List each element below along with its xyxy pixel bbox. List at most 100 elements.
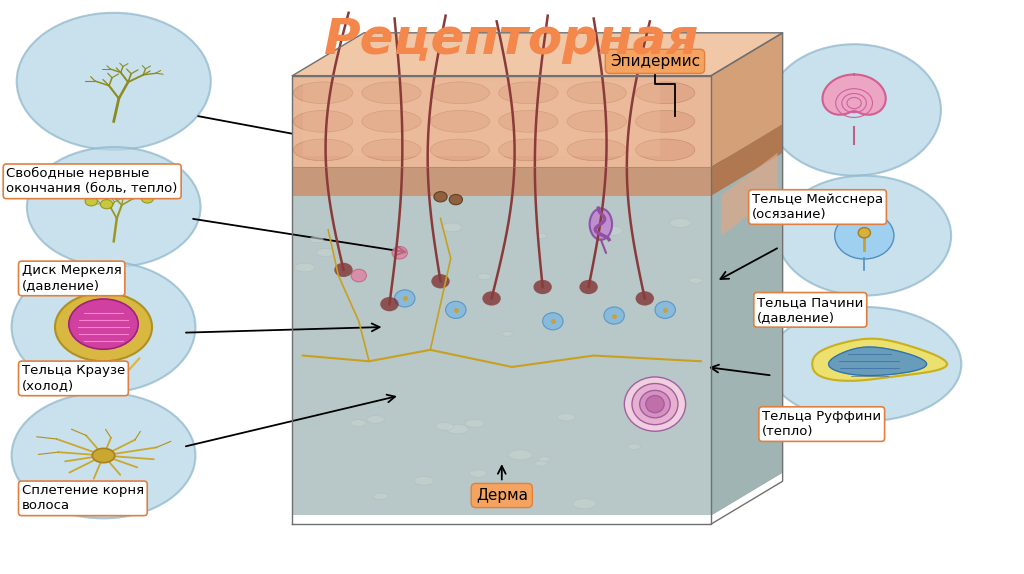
Polygon shape [721,153,777,235]
Ellipse shape [604,307,625,324]
Ellipse shape [465,419,484,427]
Ellipse shape [361,82,421,104]
Ellipse shape [858,228,870,238]
Ellipse shape [534,280,552,294]
Ellipse shape [636,82,695,104]
Text: Тельца Руффини
(тепло): Тельца Руффини (тепло) [762,410,882,438]
Ellipse shape [55,293,152,361]
Ellipse shape [572,499,596,509]
Polygon shape [303,82,660,156]
Ellipse shape [767,44,941,176]
Ellipse shape [628,444,641,449]
Text: Рецепторная: Рецепторная [325,15,699,64]
Ellipse shape [394,290,415,307]
Ellipse shape [430,110,489,132]
Ellipse shape [351,269,367,282]
Ellipse shape [535,234,547,238]
Ellipse shape [430,139,489,161]
Ellipse shape [392,246,408,259]
Ellipse shape [27,147,201,267]
Ellipse shape [636,291,654,305]
Text: Свободные нервные
окончания (боль, тепло): Свободные нервные окончания (боль, тепло… [6,167,178,195]
Ellipse shape [499,82,558,104]
Ellipse shape [580,280,598,294]
Ellipse shape [450,195,463,205]
Ellipse shape [499,110,558,132]
Ellipse shape [469,470,486,477]
Ellipse shape [558,413,575,421]
Ellipse shape [373,493,388,499]
Polygon shape [711,153,782,515]
Ellipse shape [361,139,421,161]
Ellipse shape [11,261,196,393]
Polygon shape [828,347,927,375]
Ellipse shape [445,301,466,319]
Ellipse shape [509,450,532,460]
Ellipse shape [655,301,676,319]
Polygon shape [711,33,782,167]
Ellipse shape [499,139,558,161]
Ellipse shape [100,200,113,209]
Ellipse shape [543,313,563,330]
Polygon shape [293,167,711,196]
Text: Эпидермис: Эпидермис [610,54,700,69]
Ellipse shape [116,188,128,197]
Ellipse shape [334,263,352,277]
Ellipse shape [141,194,154,203]
Ellipse shape [316,249,335,257]
Polygon shape [822,75,886,115]
Ellipse shape [600,226,623,235]
Ellipse shape [636,139,695,161]
Ellipse shape [294,139,352,161]
Ellipse shape [446,425,468,434]
Ellipse shape [434,192,447,202]
Polygon shape [812,339,947,381]
Ellipse shape [436,422,454,430]
Ellipse shape [85,197,97,206]
Text: Тельце Мейсснера
(осязание): Тельце Мейсснера (осязание) [752,193,883,221]
Ellipse shape [636,110,695,132]
Ellipse shape [294,82,352,104]
Polygon shape [711,124,782,515]
Ellipse shape [567,82,627,104]
Polygon shape [293,33,782,76]
Ellipse shape [689,278,702,283]
Ellipse shape [16,13,211,150]
Ellipse shape [11,393,196,518]
Ellipse shape [414,476,434,485]
Text: Дерма: Дерма [476,488,527,503]
Polygon shape [293,167,711,515]
Polygon shape [711,124,782,196]
Polygon shape [293,76,711,167]
Ellipse shape [431,274,450,288]
Ellipse shape [640,390,671,418]
Ellipse shape [632,383,678,425]
Text: Тельца Краузе
(холод): Тельца Краузе (холод) [22,364,125,393]
Ellipse shape [567,110,627,132]
Ellipse shape [482,291,501,305]
Ellipse shape [294,110,352,132]
Ellipse shape [295,263,314,272]
Ellipse shape [625,377,686,431]
Ellipse shape [539,457,550,461]
Ellipse shape [380,297,398,311]
Ellipse shape [309,236,324,243]
Ellipse shape [367,416,384,423]
Text: Тельца Пачини
(давление): Тельца Пачини (давление) [757,296,863,324]
Ellipse shape [477,274,490,280]
Ellipse shape [567,139,627,161]
Ellipse shape [767,307,962,421]
Ellipse shape [777,176,951,296]
Ellipse shape [350,420,366,426]
Ellipse shape [361,110,421,132]
Ellipse shape [92,448,115,463]
Polygon shape [711,124,782,196]
Ellipse shape [835,212,894,259]
Ellipse shape [670,218,691,227]
Ellipse shape [430,82,489,104]
Ellipse shape [535,461,548,466]
Ellipse shape [441,223,462,232]
Ellipse shape [69,299,138,349]
Ellipse shape [646,395,665,413]
Ellipse shape [353,269,365,274]
